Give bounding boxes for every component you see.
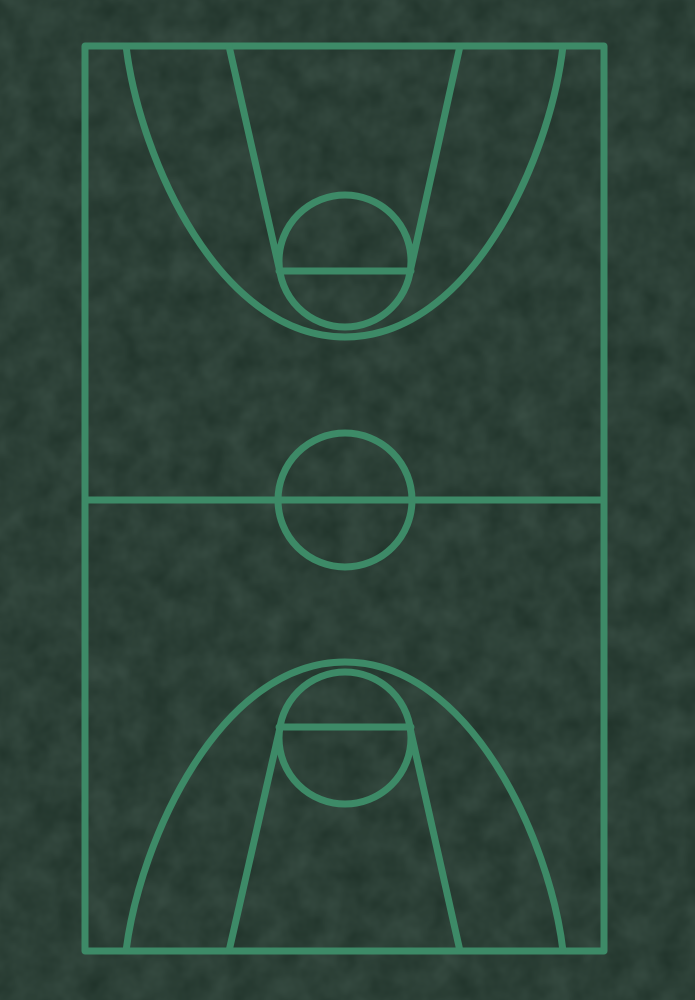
center-circle [274,429,416,571]
free-throw-circle-top [275,191,415,331]
three-point-arc-top [122,42,567,341]
lane-top [225,42,464,276]
lane-bottom [225,724,464,955]
free-throw-circle-bottom [275,668,415,808]
three-point-arc-bottom [122,658,567,955]
